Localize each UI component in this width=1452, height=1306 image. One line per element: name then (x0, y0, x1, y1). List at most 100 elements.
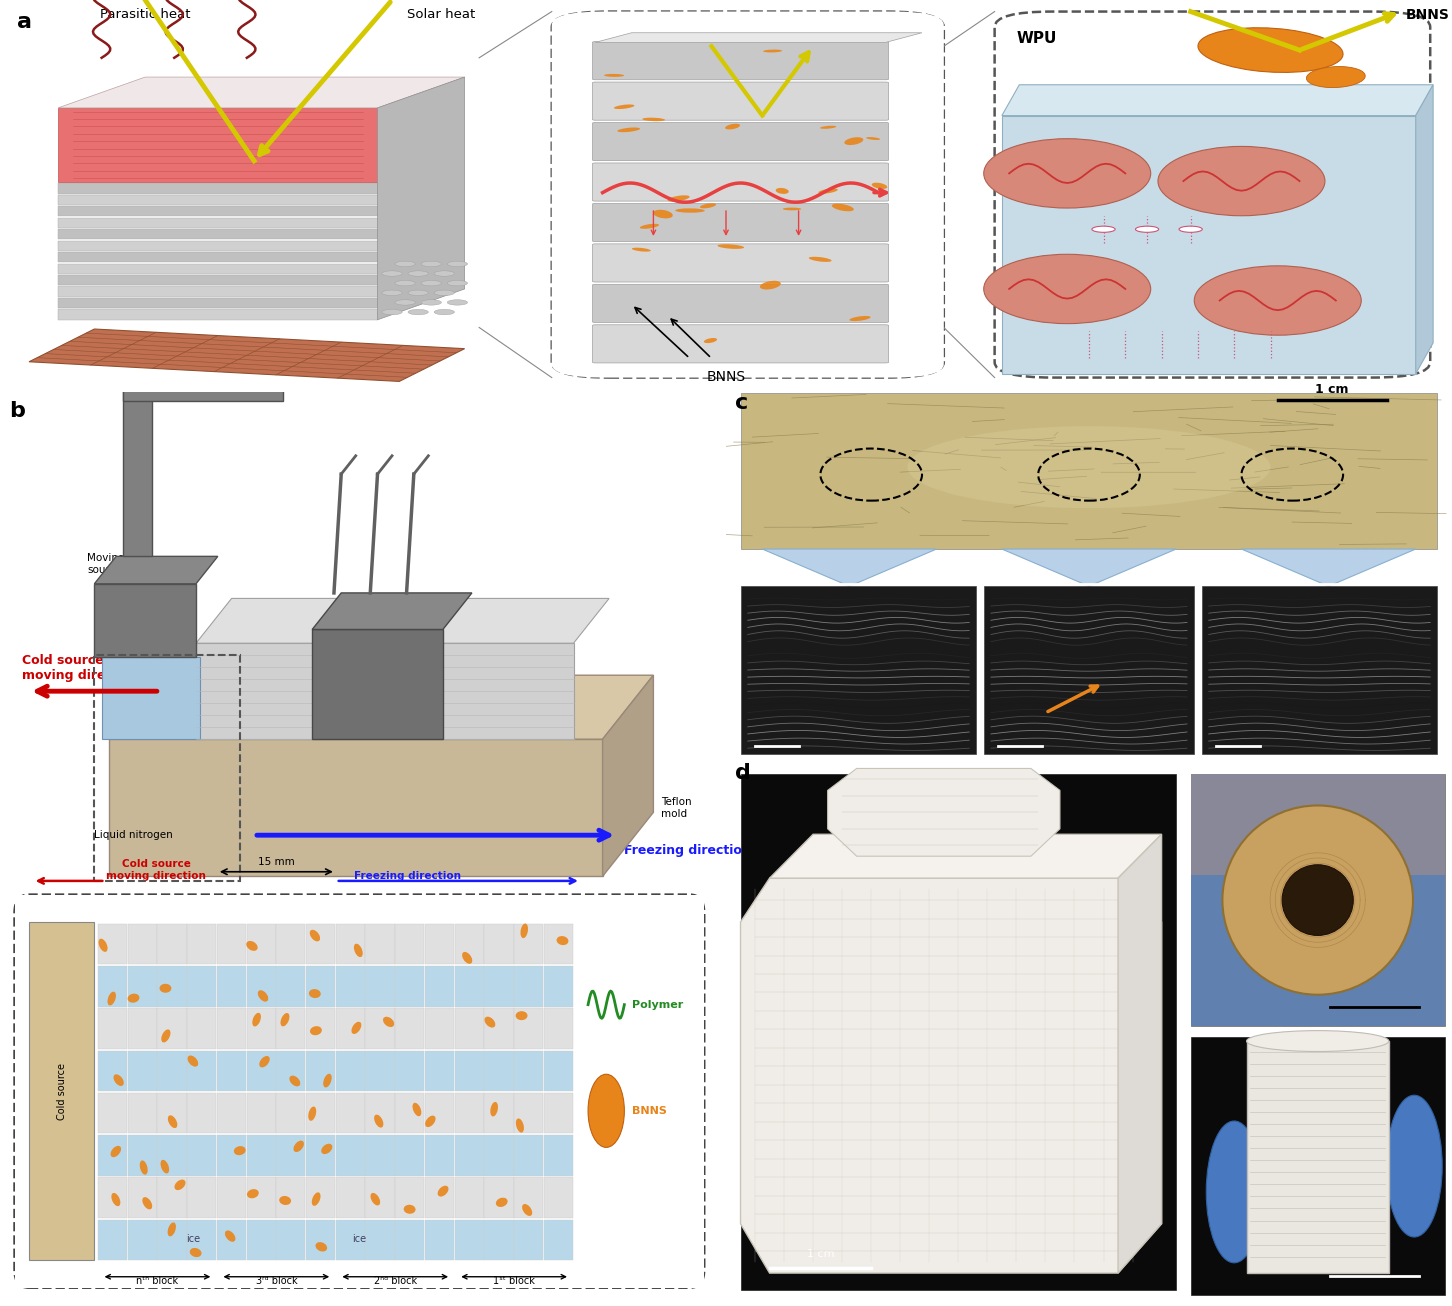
Polygon shape (1002, 85, 1433, 116)
Bar (485, 1093, 514, 1134)
Polygon shape (94, 556, 218, 584)
Text: Moving cold
source: Moving cold source (87, 552, 150, 575)
Polygon shape (109, 675, 653, 739)
Bar (1246, 1041, 1388, 1273)
Bar (544, 1220, 574, 1260)
Ellipse shape (258, 990, 269, 1002)
Ellipse shape (984, 255, 1151, 324)
Ellipse shape (497, 1198, 508, 1207)
Bar (99, 1050, 128, 1092)
Ellipse shape (908, 426, 1270, 508)
Circle shape (395, 281, 415, 286)
Bar (514, 923, 543, 964)
Ellipse shape (324, 1074, 331, 1088)
Ellipse shape (809, 257, 832, 263)
Text: Colloidal solution
injector: Colloidal solution injector (457, 674, 547, 695)
Bar (216, 1093, 245, 1134)
Ellipse shape (161, 1029, 170, 1042)
Bar (366, 1178, 395, 1218)
Bar (187, 1093, 216, 1134)
Bar (454, 1050, 484, 1092)
Text: 1 cm: 1 cm (1316, 384, 1349, 397)
Bar (196, 644, 574, 739)
Bar (485, 1220, 514, 1260)
Text: 3ʳᵈ block: 3ʳᵈ block (256, 1276, 298, 1286)
Ellipse shape (725, 124, 741, 129)
Circle shape (421, 300, 441, 306)
Bar (1191, 1037, 1445, 1296)
Ellipse shape (404, 1204, 415, 1213)
Ellipse shape (1223, 806, 1413, 995)
Bar (247, 1093, 276, 1134)
Ellipse shape (321, 1144, 333, 1155)
Ellipse shape (984, 138, 1151, 208)
Ellipse shape (309, 930, 319, 942)
Text: Frozen
blocks: Frozen blocks (309, 613, 344, 635)
Ellipse shape (1159, 146, 1326, 215)
Ellipse shape (556, 936, 568, 946)
Bar (485, 966, 514, 1007)
Text: 1 cm: 1 cm (807, 1250, 833, 1259)
Ellipse shape (604, 74, 624, 77)
Ellipse shape (865, 137, 880, 140)
Bar (366, 1135, 395, 1175)
Text: Cold source: Cold source (57, 1063, 67, 1119)
Bar (247, 1220, 276, 1260)
Bar (514, 966, 543, 1007)
Bar (276, 1178, 305, 1218)
Bar (276, 1008, 305, 1049)
FancyBboxPatch shape (592, 244, 889, 282)
Polygon shape (1241, 549, 1416, 586)
Bar (306, 1135, 335, 1175)
Bar (58, 218, 378, 229)
Ellipse shape (279, 1196, 290, 1205)
Bar (128, 923, 157, 964)
Bar (544, 1008, 574, 1049)
Bar (395, 1178, 424, 1218)
Bar (425, 1220, 454, 1260)
Bar (276, 1220, 305, 1260)
Bar (187, 966, 216, 1007)
Text: BNNS: BNNS (632, 1106, 666, 1115)
Ellipse shape (704, 338, 717, 343)
Bar (335, 1220, 364, 1260)
Ellipse shape (515, 1118, 524, 1132)
Polygon shape (196, 598, 610, 644)
Bar (99, 1008, 128, 1049)
Ellipse shape (1194, 266, 1362, 336)
Bar (157, 1008, 186, 1049)
Ellipse shape (110, 1145, 121, 1157)
Text: Freezing direction: Freezing direction (354, 871, 460, 880)
Bar (335, 1050, 364, 1092)
Ellipse shape (614, 104, 635, 108)
Bar (247, 1135, 276, 1175)
Bar (157, 966, 186, 1007)
Bar (15, 895, 704, 1288)
Bar (306, 923, 335, 964)
Polygon shape (595, 33, 922, 42)
Bar (276, 1135, 305, 1175)
Bar (94, 584, 196, 657)
Bar (306, 1093, 335, 1134)
Bar (58, 206, 378, 217)
Ellipse shape (588, 1075, 624, 1148)
Ellipse shape (849, 316, 871, 321)
Bar (216, 1008, 245, 1049)
Text: Teflon
mold: Teflon mold (661, 797, 691, 819)
Text: Parasitic heat: Parasitic heat (100, 8, 190, 21)
Bar (1191, 774, 1445, 1027)
Text: ice: ice (186, 1234, 200, 1245)
Ellipse shape (99, 939, 107, 952)
Ellipse shape (107, 991, 116, 1006)
Ellipse shape (871, 183, 887, 189)
Bar (425, 1050, 454, 1092)
Bar (454, 966, 484, 1007)
Bar (157, 923, 186, 964)
Bar (425, 1008, 454, 1049)
Ellipse shape (354, 944, 363, 957)
Circle shape (408, 310, 428, 315)
Text: 1ˢᵗ block: 1ˢᵗ block (494, 1276, 534, 1286)
Ellipse shape (225, 1230, 235, 1242)
Text: Cold source
moving direction: Cold source moving direction (106, 859, 206, 880)
Circle shape (447, 261, 468, 266)
